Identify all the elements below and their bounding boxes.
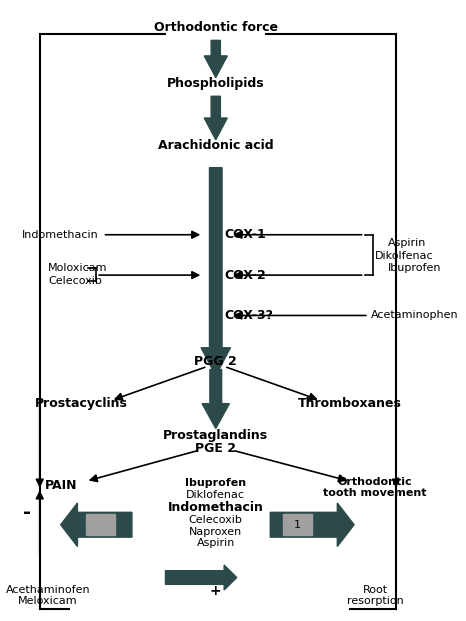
- FancyArrow shape: [165, 565, 237, 590]
- Text: resorption: resorption: [347, 596, 404, 606]
- Text: Thromboxanes: Thromboxanes: [298, 397, 402, 410]
- Text: Aspirin: Aspirin: [197, 538, 235, 548]
- Text: Moloxicam: Moloxicam: [48, 263, 108, 273]
- FancyArrow shape: [202, 369, 229, 428]
- FancyArrow shape: [204, 96, 227, 140]
- Text: Arachidonic acid: Arachidonic acid: [158, 140, 274, 152]
- Text: COX-3?: COX-3?: [224, 309, 273, 322]
- Text: Naproxen: Naproxen: [189, 527, 242, 537]
- Text: Orthodontic force: Orthodontic force: [154, 22, 278, 34]
- Text: 1: 1: [294, 520, 301, 530]
- Text: Indomethacin: Indomethacin: [21, 230, 98, 240]
- Text: PGE 2: PGE 2: [195, 442, 236, 455]
- Text: Celecoxib: Celecoxib: [48, 276, 102, 286]
- Text: COX-1: COX-1: [224, 229, 266, 241]
- Bar: [283, 514, 312, 535]
- Text: Ibuprofen: Ibuprofen: [388, 263, 441, 273]
- Text: Diklofenac: Diklofenac: [186, 490, 245, 500]
- Text: Prostaglandins: Prostaglandins: [163, 430, 268, 442]
- Text: Aspirin: Aspirin: [388, 238, 426, 248]
- Text: Meloxicam: Meloxicam: [18, 596, 78, 606]
- Text: PGG 2: PGG 2: [194, 355, 237, 368]
- FancyArrow shape: [204, 40, 227, 78]
- FancyArrow shape: [270, 503, 354, 546]
- Text: Prostacyclins: Prostacyclins: [35, 397, 128, 410]
- Text: Orthodontic
tooth movement: Orthodontic tooth movement: [323, 477, 427, 498]
- FancyArrow shape: [201, 168, 230, 376]
- Text: Dikolfenac: Dikolfenac: [375, 251, 434, 261]
- Bar: [86, 514, 115, 535]
- FancyArrow shape: [61, 503, 132, 546]
- Text: COX-2: COX-2: [224, 269, 266, 281]
- Text: -: -: [23, 503, 31, 522]
- Text: PAIN: PAIN: [44, 479, 77, 492]
- Text: Ibuprofen: Ibuprofen: [185, 478, 247, 488]
- Text: Phospholipids: Phospholipids: [167, 78, 265, 90]
- Text: Acethaminofen: Acethaminofen: [6, 585, 90, 595]
- Text: Root: Root: [363, 585, 388, 595]
- Text: Indomethacin: Indomethacin: [168, 502, 264, 514]
- Text: Celecoxib: Celecoxib: [189, 515, 243, 525]
- Text: +: +: [210, 584, 221, 598]
- Text: Acetaminophen: Acetaminophen: [371, 310, 459, 320]
